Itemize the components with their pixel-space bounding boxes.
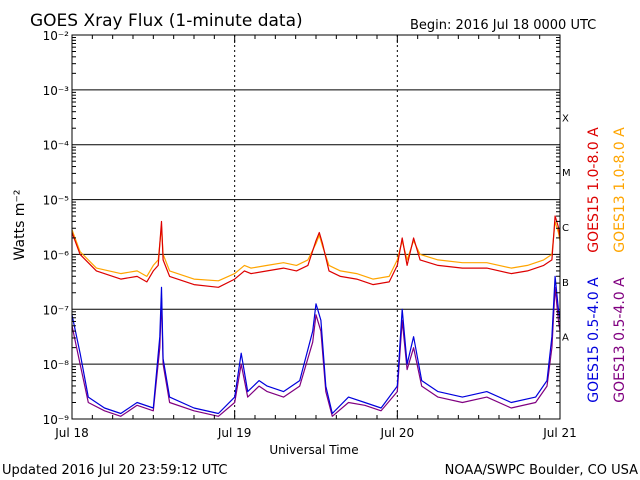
x-tick-label: Jul 19 — [217, 426, 252, 440]
flare-class-label: M — [562, 168, 571, 179]
flare-class-labels: X M C B A — [562, 113, 571, 343]
legend: GOES15 1.0-8.0 A GOES13 1.0-8.0 A GOES15 0… — [586, 127, 628, 403]
y-tick-label: 10⁻³ — [43, 84, 70, 98]
series-line — [71, 220, 561, 282]
y-tick-label: 10⁻⁵ — [43, 194, 70, 208]
updated-timestamp: Updated 2016 Jul 20 23:59:12 UTC — [2, 463, 227, 478]
plot-grid — [72, 35, 560, 419]
series-line — [71, 286, 561, 417]
chart-title: GOES Xray Flux (1-minute data) — [30, 11, 303, 31]
flare-class-label: A — [562, 333, 569, 344]
series-layer — [71, 215, 561, 417]
y-tick-label: 10⁻² — [43, 29, 70, 43]
series-line — [71, 215, 561, 288]
legend-entry: GOES15 1.0-8.0 A — [586, 127, 602, 253]
series-line — [71, 275, 561, 415]
y-tick-label: 10⁻⁶ — [43, 248, 70, 262]
legend-entry: GOES13 1.0-8.0 A — [612, 127, 628, 253]
y-tick-label: 10⁻⁹ — [43, 413, 70, 427]
x-axis-label: Universal Time — [269, 443, 358, 457]
flare-class-label: B — [562, 278, 569, 289]
flare-class-label: C — [562, 223, 569, 234]
y-tick-label: 10⁻⁴ — [43, 139, 70, 153]
credit-label: NOAA/SWPC Boulder, CO USA — [445, 463, 638, 478]
flare-class-label: X — [562, 113, 569, 124]
y-tick-label: 10⁻⁷ — [43, 303, 70, 317]
plot-frame — [71, 34, 561, 420]
y-axis-label: Watts m⁻² — [12, 190, 28, 261]
legend-entry: GOES13 0.5-4.0 A — [612, 277, 628, 403]
x-tick-label: Jul 21 — [542, 426, 577, 440]
begin-label: Begin: 2016 Jul 18 0000 UTC — [410, 18, 596, 33]
x-tick-label: Jul 20 — [380, 426, 415, 440]
y-tick-label: 10⁻⁸ — [43, 358, 70, 372]
y-axis: 10⁻² 10⁻³ 10⁻⁴ 10⁻⁵ 10⁻⁶ 10⁻⁷ 10⁻⁸ 10⁻⁹ — [43, 29, 560, 427]
legend-entry: GOES15 0.5-4.0 A — [586, 277, 602, 403]
x-axis: Jul 18 Jul 19 Jul 20 Jul 21 — [54, 35, 577, 440]
x-tick-label: Jul 18 — [54, 426, 89, 440]
